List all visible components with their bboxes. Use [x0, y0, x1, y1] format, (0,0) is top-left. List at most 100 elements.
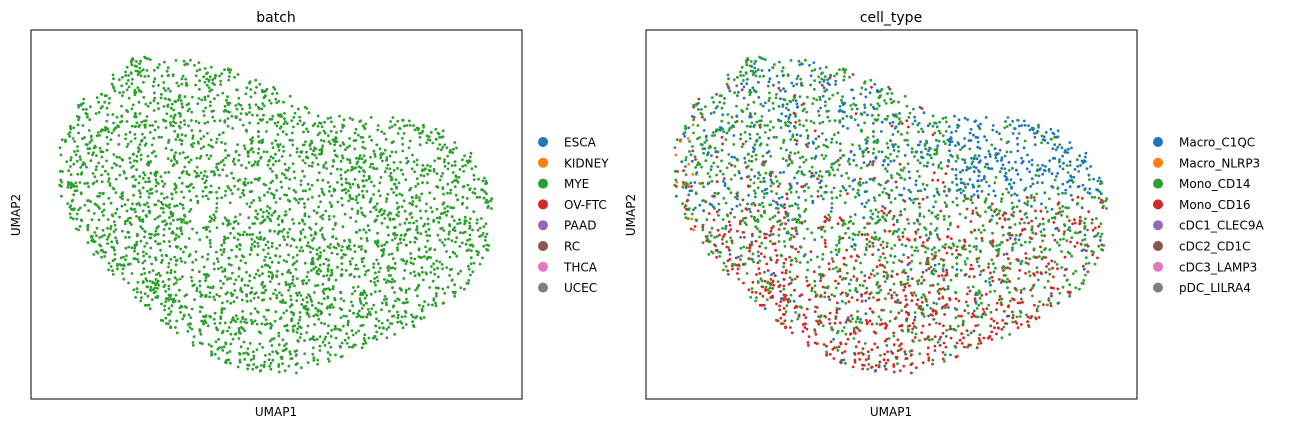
- scatter-point: [243, 283, 247, 287]
- scatter-point: [116, 267, 119, 271]
- scatter-point: [899, 280, 903, 284]
- scatter-point: [838, 307, 841, 311]
- scatter-point: [152, 291, 156, 295]
- scatter-point: [451, 180, 454, 184]
- scatter-point: [883, 256, 887, 260]
- scatter-point: [885, 170, 889, 173]
- scatter-point: [173, 188, 177, 191]
- scatter-point: [225, 174, 229, 178]
- scatter-point: [258, 231, 262, 235]
- scatter-point: [262, 150, 266, 154]
- scatter-point: [477, 251, 480, 254]
- scatter-point: [876, 272, 879, 276]
- scatter-point: [291, 263, 295, 267]
- scatter-point: [278, 114, 282, 118]
- scatter-point: [349, 300, 353, 304]
- scatter-point: [145, 69, 149, 72]
- scatter-point: [758, 272, 762, 275]
- scatter-point: [250, 322, 254, 326]
- scatter-point: [267, 308, 270, 312]
- scatter-point: [1050, 259, 1054, 263]
- scatter-point: [1027, 160, 1031, 164]
- scatter-point: [382, 298, 386, 302]
- scatter-point: [228, 110, 231, 114]
- scatter-point: [461, 231, 465, 235]
- scatter-point: [217, 186, 221, 190]
- scatter-point: [271, 163, 275, 167]
- scatter-point: [97, 111, 101, 114]
- scatter-point: [822, 157, 826, 161]
- scatter-point: [391, 257, 395, 260]
- scatter-point: [841, 329, 844, 333]
- scatter-point: [111, 259, 115, 263]
- scatter-point: [403, 209, 407, 213]
- scatter-point: [855, 163, 858, 167]
- scatter-point: [174, 293, 178, 297]
- scatter-point: [269, 326, 273, 330]
- scatter-point: [146, 57, 150, 60]
- scatter-point: [311, 352, 315, 356]
- scatter-point: [268, 364, 272, 368]
- scatter-point: [951, 265, 954, 269]
- scatter-point: [241, 188, 245, 192]
- scatter-point: [388, 154, 392, 158]
- scatter-point: [441, 287, 445, 291]
- scatter-point: [236, 179, 240, 183]
- scatter-point: [390, 187, 393, 191]
- scatter-point: [277, 343, 281, 347]
- scatter-point: [736, 229, 739, 233]
- scatter-point: [401, 172, 405, 176]
- legend-label: ESCA: [564, 136, 597, 150]
- scatter-point: [160, 74, 164, 78]
- scatter-point: [267, 275, 271, 278]
- scatter-point: [194, 250, 198, 254]
- scatter-point: [439, 227, 443, 231]
- scatter-point: [256, 269, 260, 272]
- scatter-point: [299, 326, 303, 329]
- scatter-point: [290, 303, 294, 307]
- scatter-point: [150, 191, 154, 195]
- scatter-point: [224, 361, 228, 365]
- scatter-point: [229, 332, 233, 336]
- scatter-point: [760, 69, 764, 72]
- scatter-point: [713, 146, 717, 150]
- scatter-point: [412, 270, 416, 274]
- scatter-point: [362, 126, 366, 129]
- scatter-point: [994, 156, 998, 160]
- scatter-point: [380, 332, 383, 336]
- scatter-point: [236, 317, 240, 321]
- scatter-point: [810, 286, 814, 290]
- scatter-point: [198, 284, 202, 288]
- scatter-point: [440, 241, 444, 244]
- scatter-point: [277, 145, 280, 149]
- scatter-point: [1099, 222, 1103, 226]
- scatter-point: [367, 176, 371, 179]
- scatter-point: [405, 243, 408, 247]
- scatter-point: [836, 131, 840, 135]
- scatter-point: [241, 191, 245, 195]
- scatter-point: [413, 128, 417, 132]
- scatter-point: [85, 108, 88, 111]
- scatter-point: [903, 285, 907, 289]
- scatter-point: [107, 196, 111, 200]
- scatter-point: [917, 202, 921, 206]
- scatter-point: [207, 274, 210, 278]
- scatter-point: [58, 169, 62, 173]
- scatter-point: [295, 253, 299, 257]
- scatter-point: [346, 321, 350, 325]
- scatter-point: [356, 212, 359, 215]
- scatter-point: [192, 335, 196, 338]
- scatter-point: [184, 83, 188, 87]
- scatter-point: [248, 226, 252, 230]
- scatter-point: [330, 251, 334, 255]
- scatter-point: [148, 192, 152, 196]
- scatter-point: [710, 179, 714, 183]
- scatter-point: [945, 328, 949, 332]
- scatter-point: [239, 103, 243, 107]
- scatter-point: [138, 203, 142, 207]
- scatter-point: [280, 155, 284, 158]
- scatter-point: [219, 279, 222, 283]
- scatter-point: [288, 227, 292, 231]
- scatter-point: [204, 279, 207, 283]
- scatter-point: [239, 345, 243, 349]
